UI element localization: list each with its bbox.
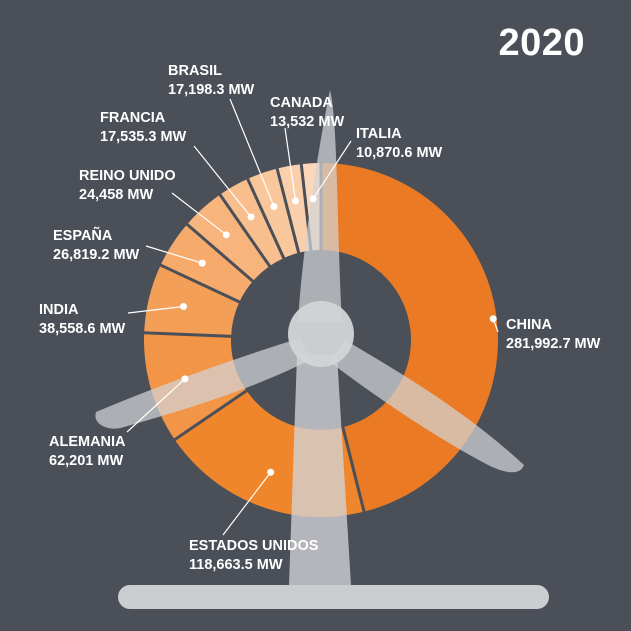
slice-label-name: BRASIL: [168, 63, 222, 79]
slice-francia: [219, 178, 284, 267]
leader-line: [284, 127, 297, 201]
slice-label-name: REINO UNIDO: [79, 168, 176, 184]
leader-dot: [292, 197, 300, 205]
leader-dot: [198, 259, 206, 267]
leader-line: [145, 245, 203, 264]
slice-label-value: 118,663.5 MW: [189, 557, 283, 573]
slice-label-name: CHINA: [506, 317, 552, 333]
leader-dot: [222, 231, 230, 239]
leader-line: [127, 305, 184, 314]
slice-label-name: ESTADOS UNIDOS: [189, 538, 319, 554]
slice-labels: CHINA 281,992.7 MW ESTADOS UNIDOS 118,663.5…: [39, 63, 601, 573]
year-label: 2020: [498, 22, 585, 64]
turbine-hub: [288, 301, 354, 367]
label-leaders: [126, 98, 499, 536]
slice-separator: [159, 263, 241, 304]
leader-dot: [180, 303, 188, 311]
slice-label-name: ESPAÑA: [53, 226, 113, 244]
slice-label-value: 17,535.3 MW: [100, 129, 187, 145]
leader-dot: [270, 203, 278, 211]
slice-separator: [143, 331, 233, 338]
slice-india: [144, 265, 240, 337]
slice-label-value: 281,992.7 MW: [506, 336, 601, 352]
slice-separator: [218, 192, 272, 268]
turbine-base: [118, 585, 549, 609]
slice-label-name: CANADA: [270, 95, 333, 111]
slice-label-value: 24,458 MW: [79, 187, 153, 203]
slice-brasil: [247, 168, 299, 259]
slice-label-name: ALEMANIA: [49, 434, 126, 450]
slice-label-value: 62,201 MW: [49, 453, 123, 469]
slice-label-value: 10,870.6 MW: [356, 145, 443, 161]
leader-line: [312, 140, 352, 200]
leader-line: [126, 378, 186, 433]
turbine-blade-left: [95, 338, 310, 429]
slice-reino-unido: [187, 194, 270, 282]
turbine-blade-up: [298, 90, 342, 322]
leader-line: [171, 192, 227, 236]
slice-label-name: ITALIA: [356, 126, 402, 142]
leader-line: [222, 471, 272, 536]
slice-españa: [160, 224, 253, 302]
wind-turbine-illustration: [95, 90, 549, 609]
turbine-tower: [289, 355, 351, 585]
slice-separators: [143, 162, 366, 514]
slice-separator: [185, 222, 255, 283]
slice-label-name: INDIA: [39, 302, 79, 318]
leader-dot: [247, 213, 255, 221]
leader-dot: [267, 468, 275, 476]
leader-dot: [489, 315, 497, 323]
slice-label-value: 38,558.6 MW: [39, 321, 126, 337]
slice-separator: [275, 167, 301, 255]
slice-label-value: 26,819.2 MW: [53, 247, 140, 263]
turbine-blade-right: [330, 340, 524, 473]
leader-dot: [181, 375, 189, 383]
slice-label-value: 13,532 MW: [270, 114, 344, 130]
slice-separator: [341, 425, 366, 514]
leader-line: [193, 145, 252, 218]
slice-separator: [173, 388, 249, 442]
leader-line: [229, 98, 275, 207]
slice-label-name: FRANCIA: [100, 110, 166, 126]
slice-separator: [245, 177, 286, 260]
slice-label-value: 17,198.3 MW: [168, 82, 255, 98]
leader-dot: [309, 195, 317, 203]
